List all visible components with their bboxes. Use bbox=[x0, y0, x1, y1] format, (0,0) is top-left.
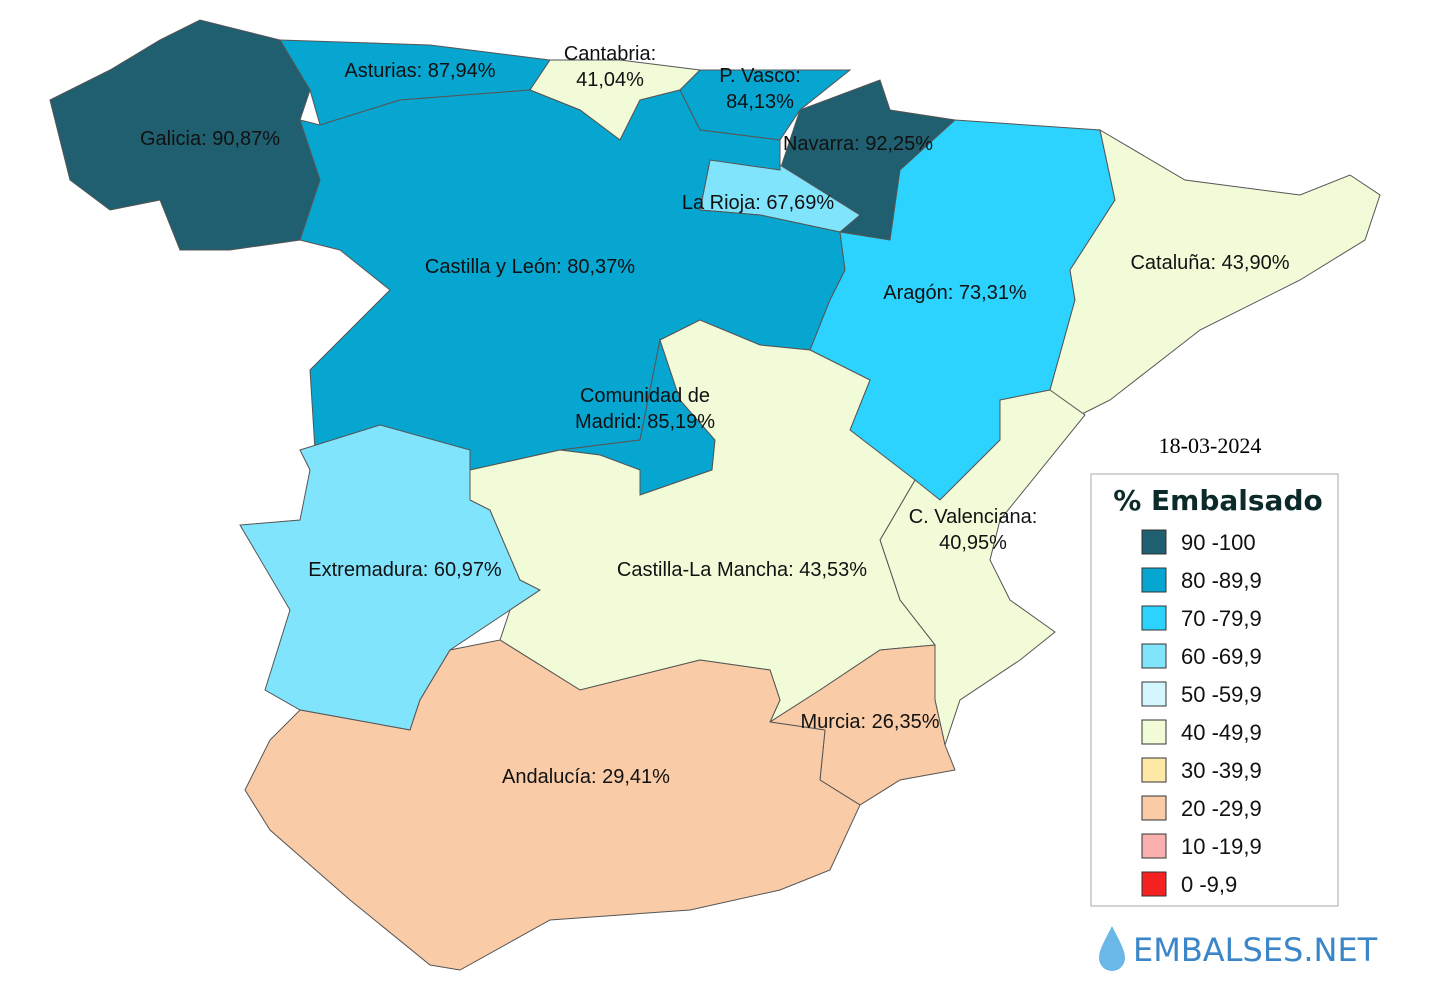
regions bbox=[49, 19, 1381, 971]
region-label-line: Murcia: 26,35% bbox=[801, 711, 940, 733]
legend-label: 70 -79,9 bbox=[1181, 606, 1262, 631]
region-label-line: Galicia: 90,87% bbox=[140, 128, 280, 150]
region-label: Asturias: 87,94% bbox=[344, 60, 495, 82]
legend-swatch bbox=[1141, 681, 1167, 707]
region-label: Castilla y León: 80,37% bbox=[425, 256, 635, 278]
region-label-line: 84,13% bbox=[726, 91, 794, 113]
region-label: Castilla-La Mancha: 43,53% bbox=[617, 559, 867, 581]
region-label-line: Aragón: 73,31% bbox=[883, 282, 1027, 304]
region-label: Cataluña: 43,90% bbox=[1130, 252, 1289, 274]
region-label-line: Cantabria: bbox=[564, 43, 656, 65]
region-label: Cantabria: 41,04% bbox=[564, 43, 656, 91]
region-label: C. Valenciana: 40,95% bbox=[909, 506, 1038, 554]
legend-swatch bbox=[1141, 795, 1167, 821]
region-label-line: C. Valenciana: bbox=[909, 506, 1038, 528]
region-label-line: Comunidad de bbox=[580, 385, 710, 407]
region-label-line: Madrid: 85,19% bbox=[575, 411, 715, 433]
legend-label: 90 -100 bbox=[1181, 530, 1256, 555]
legend-items: 90 -100 80 -89,9 70 -79,9 60 -69,9 50 -59,9 4… bbox=[1141, 529, 1262, 897]
legend-label: 50 -59,9 bbox=[1181, 682, 1262, 707]
date: 18-03-2024 bbox=[1159, 433, 1262, 458]
region-label: Andalucía: 29,41% bbox=[502, 766, 670, 788]
legend-swatch bbox=[1141, 529, 1167, 555]
region bbox=[1049, 128, 1381, 416]
region-label: Galicia: 90,87% bbox=[140, 128, 280, 150]
region-label-line: Andalucía: 29,41% bbox=[502, 766, 670, 788]
region-label: Murcia: 26,35% bbox=[801, 711, 940, 733]
region-label: La Rioja: 67,69% bbox=[682, 192, 835, 214]
legend-swatch bbox=[1141, 605, 1167, 631]
region-labels: Galicia: 90,87% Asturias: 87,94% Cantabr… bbox=[140, 43, 1290, 788]
legend-label: 20 -29,9 bbox=[1181, 796, 1262, 821]
region-label: Navarra: 92,25% bbox=[783, 133, 933, 155]
legend-label: 10 -19,9 bbox=[1181, 834, 1262, 859]
legend-swatch bbox=[1141, 757, 1167, 783]
legend-label: 30 -39,9 bbox=[1181, 758, 1262, 783]
region-label: P. Vasco: 84,13% bbox=[719, 65, 801, 113]
legend-title: % Embalsado bbox=[1113, 484, 1322, 517]
region-label-line: 41,04% bbox=[576, 69, 644, 91]
legend-swatch bbox=[1141, 643, 1167, 669]
region-label: Aragón: 73,31% bbox=[883, 282, 1027, 304]
legend-label: 60 -69,9 bbox=[1181, 644, 1262, 669]
region-label-line: Castilla y León: 80,37% bbox=[425, 256, 635, 278]
legend-swatch bbox=[1141, 833, 1167, 859]
legend-label: 40 -49,9 bbox=[1181, 720, 1262, 745]
legend-box bbox=[1090, 473, 1339, 907]
region-label-line: Cataluña: 43,90% bbox=[1130, 252, 1289, 274]
legend-label: 0 -9,9 bbox=[1181, 872, 1237, 897]
region-label: Extremadura: 60,97% bbox=[308, 559, 502, 581]
region bbox=[469, 319, 936, 724]
legend-label: 80 -89,9 bbox=[1181, 568, 1262, 593]
region-label-line: La Rioja: 67,69% bbox=[682, 192, 835, 214]
logo: EMBALSES.NET bbox=[1099, 926, 1378, 971]
region-label: Comunidad de Madrid: 85,19% bbox=[575, 385, 715, 433]
region-label-line: Extremadura: 60,97% bbox=[308, 559, 502, 581]
legend-swatch bbox=[1141, 719, 1167, 745]
region-label-line: Asturias: 87,94% bbox=[344, 60, 495, 82]
region-label-line: Navarra: 92,25% bbox=[783, 133, 933, 155]
legend-swatch bbox=[1141, 871, 1167, 897]
region bbox=[768, 644, 956, 806]
region-label-line: P. Vasco: bbox=[719, 65, 801, 87]
legend-swatch bbox=[1141, 567, 1167, 593]
region bbox=[244, 639, 861, 971]
logo-text: EMBALSES.NET bbox=[1133, 931, 1378, 969]
region-label-line: Castilla-La Mancha: 43,53% bbox=[617, 559, 867, 581]
logo-drop bbox=[1099, 926, 1125, 971]
region-label-line: 40,95% bbox=[939, 532, 1007, 554]
